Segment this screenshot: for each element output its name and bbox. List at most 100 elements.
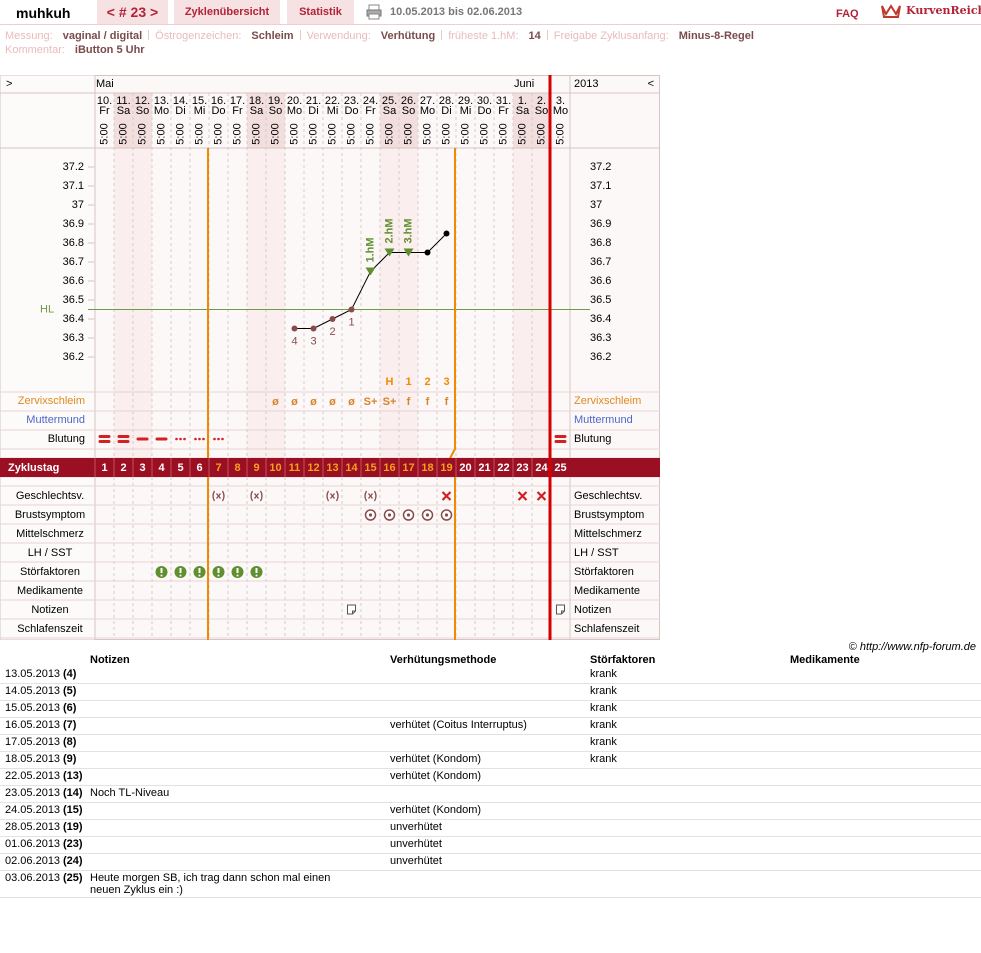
mucus-symbol: f	[445, 396, 449, 408]
disturbance-cell: krank	[590, 683, 790, 701]
cycle-day-cell: (7)	[63, 717, 90, 735]
info-label: Verwendung:	[306, 30, 371, 42]
cycle-day: 22	[497, 462, 509, 474]
bleeding-light	[213, 437, 216, 441]
disturbance-cell: krank	[590, 717, 790, 735]
cycle-day-cell: (4)	[63, 667, 90, 684]
row-label: Zervixschleim	[574, 395, 641, 407]
row-label: Zervixschleim	[18, 395, 85, 407]
y-tick-label: 36.2	[63, 351, 84, 363]
day-weekday: Mi	[327, 105, 339, 117]
table-row: 13.05.2013 (4) krank	[0, 667, 981, 684]
temperature-point	[365, 267, 376, 276]
disturbance-mark	[179, 574, 182, 577]
date-cell: 03.06.2013	[0, 870, 63, 898]
info-line: Kommentar: iButton 5 Uhr	[5, 43, 760, 57]
day-weekday: Mi	[460, 105, 472, 117]
print-icon[interactable]	[366, 4, 382, 20]
method-cell: verhütet (Kondom)	[390, 768, 590, 786]
point-label: 4	[291, 335, 297, 347]
row-label: Brustsymptom	[574, 509, 644, 521]
medication-cell	[790, 802, 981, 820]
year-label: 2013	[574, 78, 598, 90]
cycle-day: 16	[383, 462, 395, 474]
cycle-day-cell: (19)	[63, 819, 90, 837]
day-date: 18.	[249, 95, 264, 107]
cycle-nav[interactable]: < # 23 >	[97, 0, 168, 24]
notes-cell	[90, 768, 390, 786]
bleeding-heavy	[98, 440, 111, 443]
table-row: 24.05.2013 (15) verhütet (Kondom)	[0, 802, 981, 820]
day-time: 5:00	[174, 123, 186, 144]
cycle-day-cell: (15)	[63, 802, 90, 820]
y-tick-label: 36.5	[590, 294, 611, 306]
tab[interactable]: Statistik	[287, 0, 354, 24]
temperature-point	[348, 306, 355, 313]
table-row: 16.05.2013 (7) verhütet (Coitus Interruptu…	[0, 717, 981, 735]
nav-next[interactable]: <	[648, 78, 654, 90]
row-label: Mittelschmerz	[574, 528, 642, 540]
date-cell: 24.05.2013	[0, 802, 63, 820]
method-cell	[390, 870, 590, 898]
info-label: Östrogenzeichen:	[155, 30, 242, 42]
cycle-day-label: Zyklustag	[8, 462, 59, 474]
notes-cell	[90, 717, 390, 735]
medication-cell	[790, 768, 981, 786]
day-date: 15.	[192, 95, 207, 107]
row-label: Notizen	[574, 604, 611, 616]
point-label: 3	[310, 335, 316, 347]
row-label: Muttermund	[574, 414, 633, 426]
date-cell: 14.05.2013	[0, 683, 63, 701]
cycle-day: 13	[326, 462, 338, 474]
disturbance-cell	[590, 819, 790, 837]
medication-cell	[790, 870, 981, 898]
nav-prev[interactable]: >	[6, 78, 12, 90]
temperature-point	[403, 248, 414, 257]
day-date: 16.	[211, 95, 226, 107]
day-date: 1.	[518, 95, 527, 107]
tab[interactable]: Zyklenübersicht	[174, 0, 280, 24]
separator	[546, 30, 548, 40]
header-cell: Störfaktoren	[590, 654, 656, 666]
bleeding-heavy	[554, 440, 567, 443]
table-row: 17.05.2013 (8) krank	[0, 734, 981, 752]
cycle-day: 11	[289, 462, 301, 474]
y-tick-label: 36.9	[590, 218, 611, 230]
day-time: 5:00	[193, 123, 205, 144]
faq-link[interactable]: FAQ	[836, 8, 859, 20]
mucus-symbol: f	[407, 396, 411, 408]
weekend-header	[513, 93, 532, 148]
y-tick-label: 36.3	[63, 332, 84, 344]
day-date: 27.	[420, 95, 435, 107]
brand[interactable]: KurvenReich	[906, 4, 981, 17]
weekend-header	[399, 93, 418, 148]
y-tick-label: 36.8	[63, 237, 84, 249]
cycle-day: 1	[101, 462, 107, 474]
icon-part	[326, 490, 339, 502]
weekend-column	[266, 148, 285, 458]
day-time: 5:00	[231, 123, 243, 144]
cycle-day: 5	[177, 462, 183, 474]
y-tick-label: 36.2	[590, 351, 611, 363]
info-label: Kommentar:	[5, 44, 65, 56]
mucus-symbol: S+	[364, 396, 378, 408]
hm-label: 3.hM	[402, 218, 414, 243]
mucus-symbol: ø	[310, 396, 317, 408]
medication-cell	[790, 819, 981, 837]
day-weekday: Di	[441, 105, 451, 117]
notes-table: Notizen Verhütungsmethode Störfaktoren Medi…	[0, 653, 981, 898]
header-cell	[0, 653, 63, 667]
method-cell: unverhütet	[390, 853, 590, 871]
medication-cell	[790, 734, 981, 752]
mucus-symbol: ø	[272, 396, 279, 408]
weekend-column	[380, 148, 399, 458]
cycle-day: 9	[253, 462, 259, 474]
notes-cell	[90, 667, 390, 684]
breast-symptom-dot	[425, 513, 430, 517]
bleeding-light	[179, 437, 182, 441]
mucus-symbol: ø	[329, 396, 336, 408]
day-weekday: Do	[477, 105, 491, 117]
weekend-header	[266, 93, 285, 148]
header-cell	[63, 653, 90, 667]
day-date: 26.	[401, 95, 416, 107]
